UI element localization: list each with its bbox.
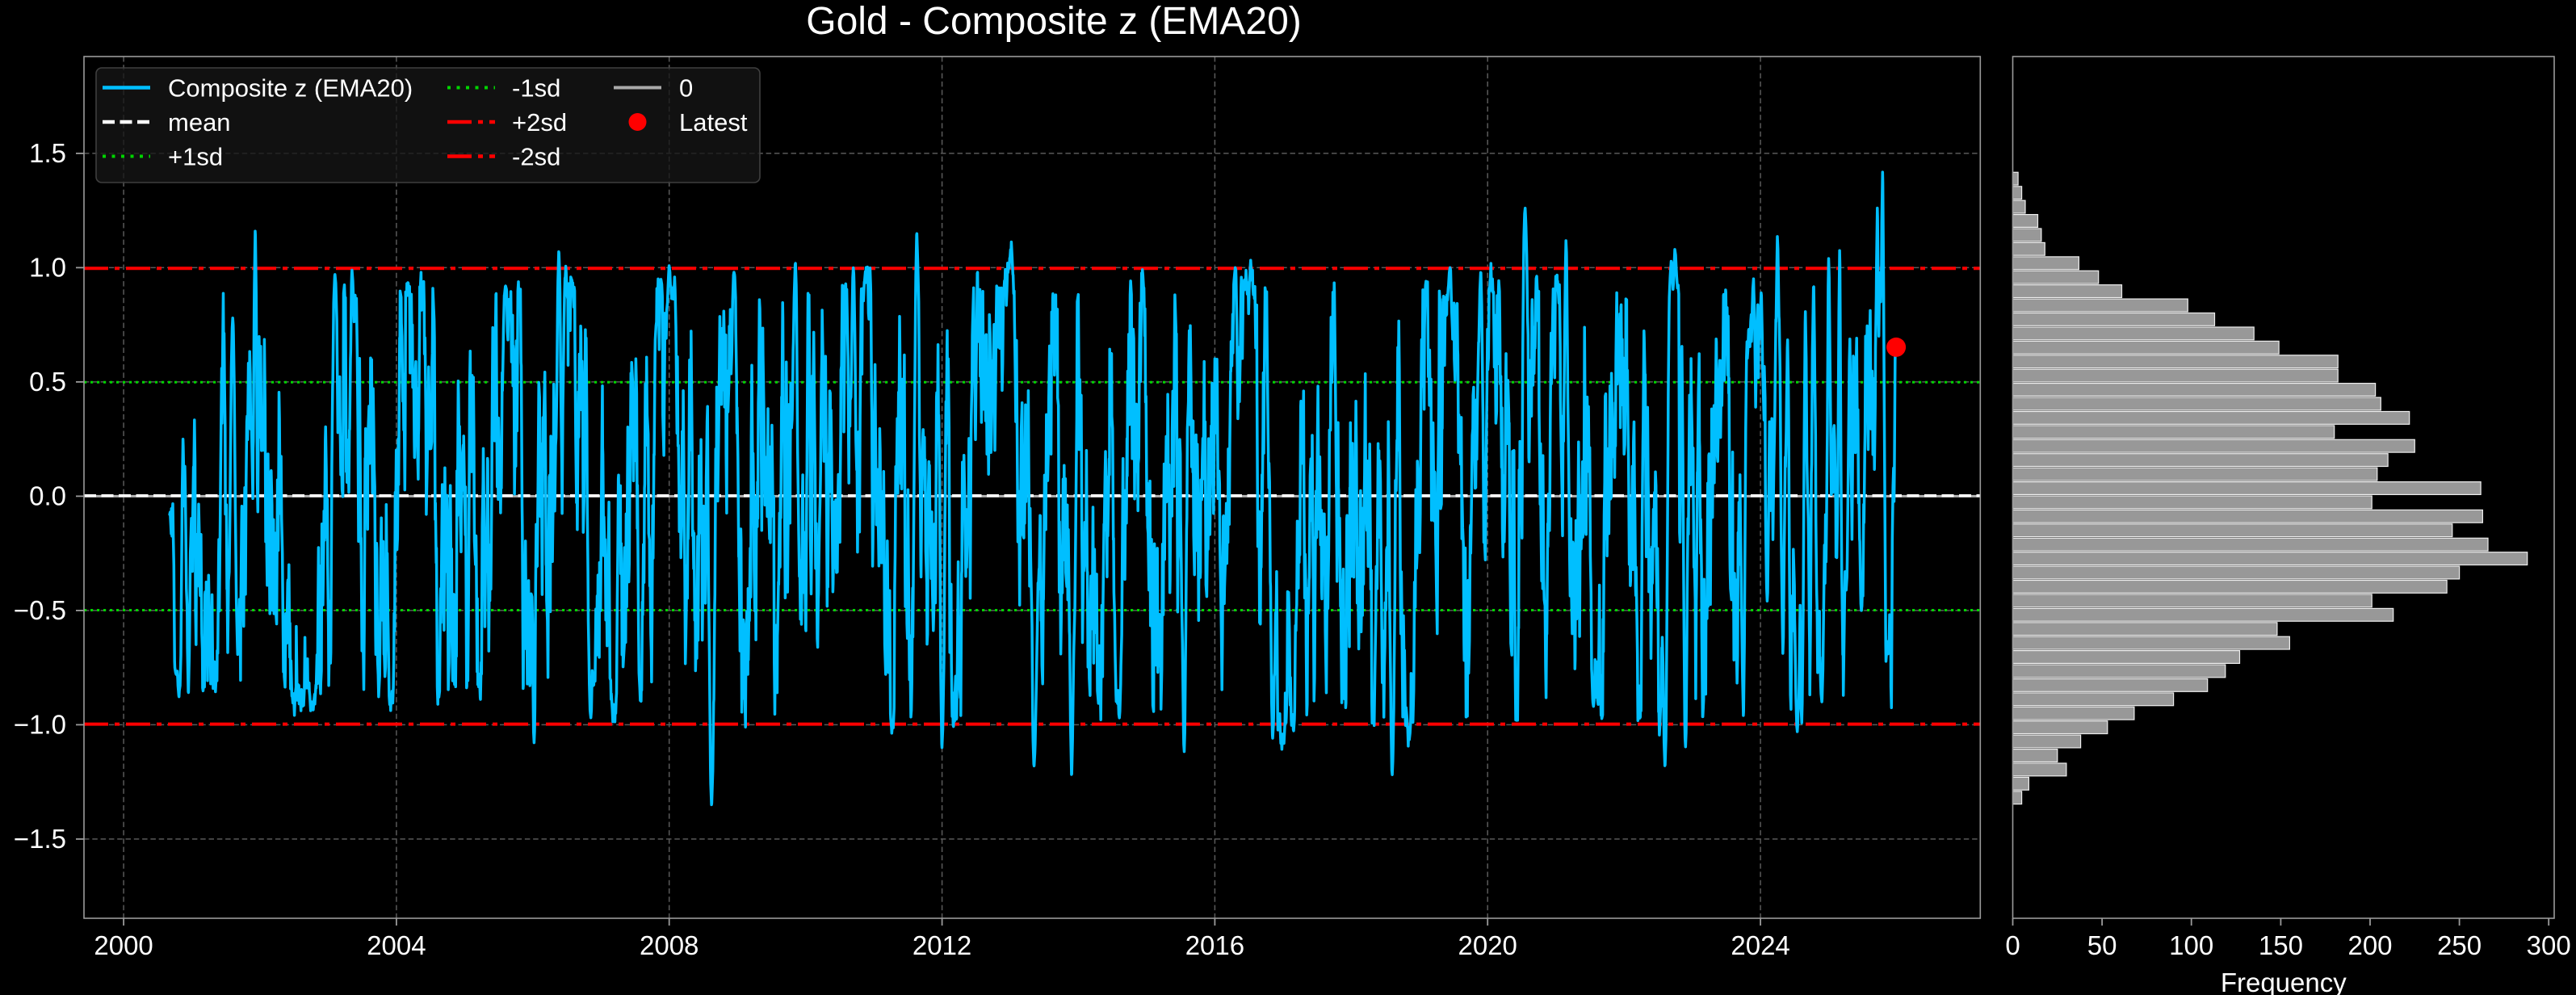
svg-text:mean: mean — [168, 108, 231, 136]
svg-text:2016: 2016 — [1185, 930, 1244, 960]
svg-text:50: 50 — [2087, 930, 2117, 960]
svg-text:2008: 2008 — [640, 930, 699, 960]
svg-text:−0.5: −0.5 — [14, 595, 66, 625]
svg-text:300: 300 — [2527, 930, 2571, 960]
svg-text:−1.0: −1.0 — [14, 709, 66, 739]
svg-text:0: 0 — [679, 74, 693, 103]
svg-text:2012: 2012 — [913, 930, 971, 960]
svg-text:100: 100 — [2169, 930, 2213, 960]
svg-text:200: 200 — [2347, 930, 2392, 960]
svg-text:150: 150 — [2259, 930, 2303, 960]
svg-text:2020: 2020 — [1458, 930, 1517, 960]
svg-text:1.0: 1.0 — [29, 252, 66, 282]
svg-text:2004: 2004 — [367, 930, 426, 960]
svg-text:-1sd: -1sd — [512, 74, 560, 103]
svg-text:Frequency: Frequency — [2221, 968, 2347, 995]
svg-text:0.0: 0.0 — [29, 481, 66, 510]
svg-text:Composite z (EMA20): Composite z (EMA20) — [168, 74, 413, 103]
svg-text:Gold - Composite z (EMA20): Gold - Composite z (EMA20) — [806, 0, 1302, 43]
svg-text:Latest: Latest — [679, 108, 748, 136]
svg-text:-2sd: -2sd — [512, 143, 560, 171]
svg-text:1.5: 1.5 — [29, 138, 66, 168]
svg-text:250: 250 — [2437, 930, 2482, 960]
svg-text:+2sd: +2sd — [512, 108, 567, 136]
svg-text:+1sd: +1sd — [168, 143, 223, 171]
svg-text:2000: 2000 — [94, 930, 153, 960]
svg-text:0: 0 — [2005, 930, 2020, 960]
svg-text:0.5: 0.5 — [29, 367, 66, 397]
svg-text:2024: 2024 — [1731, 930, 1789, 960]
svg-text:−1.5: −1.5 — [14, 824, 66, 854]
